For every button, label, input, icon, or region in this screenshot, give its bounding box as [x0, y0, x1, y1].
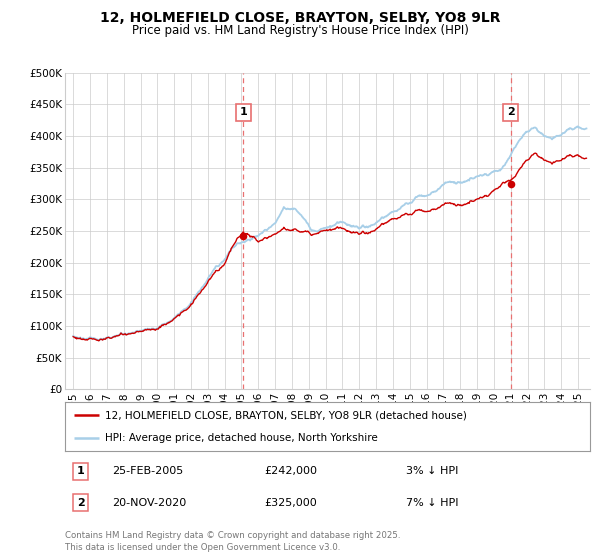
Text: Price paid vs. HM Land Registry's House Price Index (HPI): Price paid vs. HM Land Registry's House … — [131, 24, 469, 36]
Text: 20-NOV-2020: 20-NOV-2020 — [112, 498, 187, 508]
Text: 12, HOLMEFIELD CLOSE, BRAYTON, SELBY, YO8 9LR: 12, HOLMEFIELD CLOSE, BRAYTON, SELBY, YO… — [100, 11, 500, 25]
Text: 12, HOLMEFIELD CLOSE, BRAYTON, SELBY, YO8 9LR (detached house): 12, HOLMEFIELD CLOSE, BRAYTON, SELBY, YO… — [105, 410, 467, 421]
Text: 25-FEB-2005: 25-FEB-2005 — [112, 466, 184, 476]
Text: £242,000: £242,000 — [265, 466, 317, 476]
Text: Contains HM Land Registry data © Crown copyright and database right 2025.
This d: Contains HM Land Registry data © Crown c… — [65, 531, 400, 552]
Text: 2: 2 — [507, 108, 515, 118]
Point — [506, 179, 515, 188]
Text: HPI: Average price, detached house, North Yorkshire: HPI: Average price, detached house, Nort… — [105, 433, 378, 443]
Text: 2: 2 — [77, 498, 85, 508]
Text: 7% ↓ HPI: 7% ↓ HPI — [406, 498, 458, 508]
Text: £325,000: £325,000 — [265, 498, 317, 508]
Text: 1: 1 — [77, 466, 85, 476]
Point — [238, 232, 248, 241]
Text: 1: 1 — [239, 108, 247, 118]
Text: 3% ↓ HPI: 3% ↓ HPI — [406, 466, 458, 476]
